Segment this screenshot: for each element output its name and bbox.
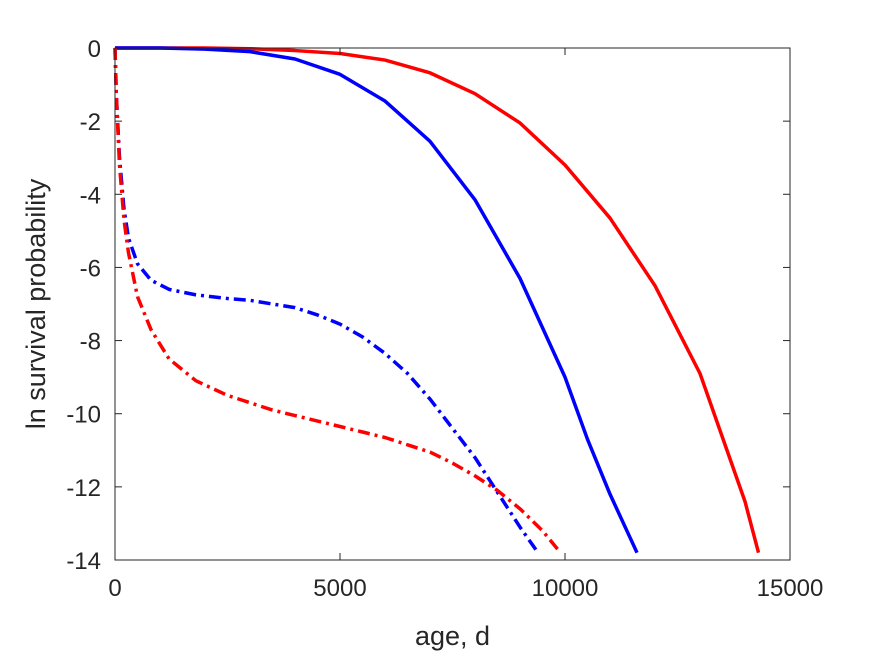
- y-tick-label: -10: [66, 402, 101, 429]
- y-tick-label: -2: [80, 109, 101, 136]
- x-tick-label: 5000: [313, 575, 366, 602]
- series-line-3: [113, 47, 540, 554]
- x-tick-label: 10000: [532, 575, 599, 602]
- y-tick-label: -12: [66, 475, 101, 502]
- x-tick-label: 0: [108, 575, 121, 602]
- series-line-1: [115, 46, 761, 554]
- y-axis-label: ln survival probability: [21, 178, 51, 429]
- y-tick-label: -8: [80, 329, 101, 356]
- x-tick-label: 15000: [757, 575, 824, 602]
- plot-frame: [114, 47, 791, 561]
- y-tick-label: -14: [66, 548, 101, 575]
- tick-layer: 0 5000 10000 15000 0 -2 -4 -6 -8 -10 -12 -14: [66, 36, 823, 602]
- series-line-4: [113, 47, 562, 554]
- series-line-2: [115, 46, 639, 554]
- y-tick-label: -4: [80, 182, 101, 209]
- y-tick-label: 0: [88, 36, 101, 63]
- series-layer: [113, 46, 761, 554]
- x-axis-label: age, d: [415, 621, 490, 651]
- y-tick-label: -6: [80, 255, 101, 282]
